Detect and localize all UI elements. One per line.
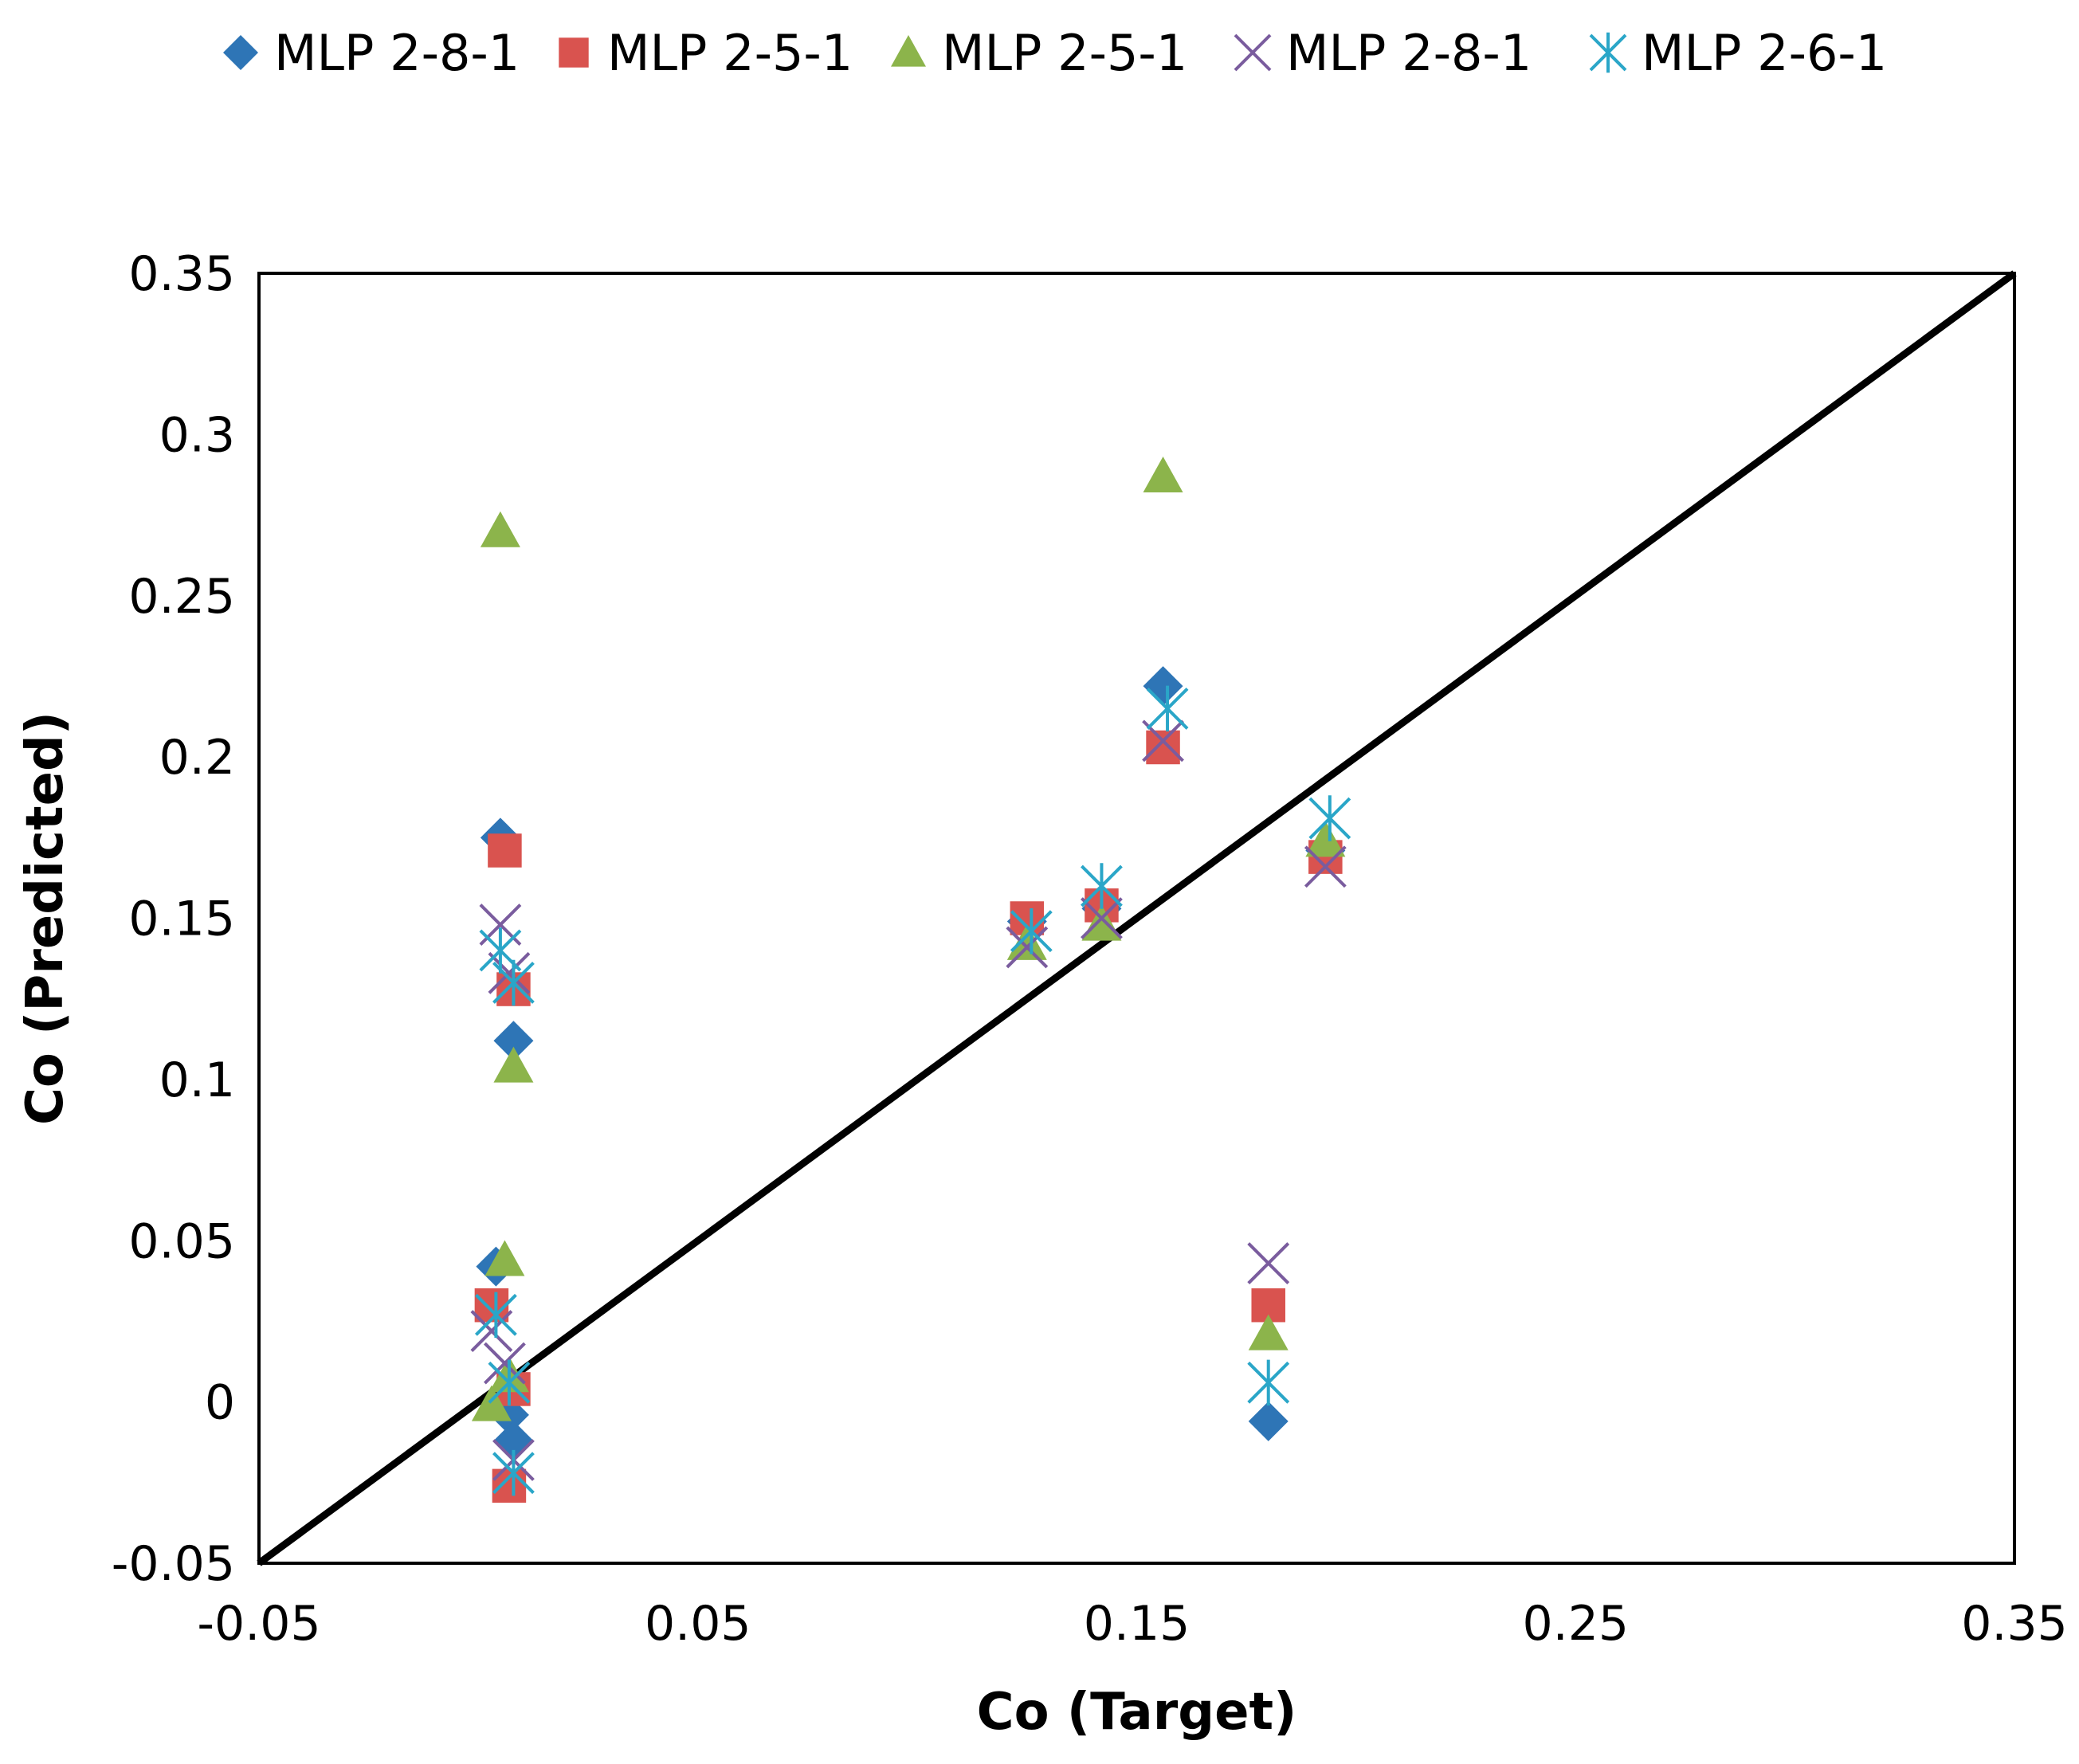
x-axis-title: Co (Target)	[977, 1683, 1297, 1742]
data-point-x	[470, 1310, 513, 1352]
data-point-star	[1010, 907, 1053, 955]
y-tick-label: 0.25	[128, 569, 235, 625]
data-point-star	[474, 1292, 517, 1339]
data-point-x	[484, 1342, 526, 1385]
y-tick-label: 0.05	[128, 1213, 235, 1269]
data-point-triangle	[480, 511, 520, 547]
data-point-star	[1247, 1359, 1290, 1406]
data-point-x	[1081, 897, 1123, 939]
series-2	[474, 730, 1343, 1503]
identity-reference-line	[257, 270, 2017, 1566]
data-point-star	[1146, 685, 1189, 732]
chart-legend: MLP 2-8-1 MLP 2-5-1 MLP 2-5-1 MLP 2-8-1 MLP …	[223, 24, 1887, 82]
data-point-star	[492, 1449, 535, 1496]
data-point-star	[492, 959, 535, 1006]
x-tick-label: -0.05	[197, 1596, 320, 1652]
data-point-diamond	[493, 1021, 534, 1061]
data-point-triangle	[1143, 456, 1183, 492]
y-tick-label: 0	[205, 1375, 235, 1431]
data-point-square	[474, 1288, 509, 1323]
legend-item: MLP 2-8-1	[223, 24, 520, 82]
data-point-triangle	[1081, 904, 1122, 941]
legend-star-icon	[1589, 32, 1627, 73]
y-axis-title: Co (Predicted)	[16, 711, 75, 1125]
y-tick-label: 0.1	[159, 1053, 235, 1108]
legend-item: MLP 2-5-1	[891, 24, 1187, 82]
data-point-triangle	[1248, 1314, 1289, 1350]
data-point-triangle	[471, 1385, 512, 1421]
data-point-star	[488, 1359, 531, 1406]
data-point-triangle	[484, 1240, 525, 1276]
data-point-square	[1146, 730, 1180, 765]
plot-area-frame	[257, 272, 2016, 1565]
series-5	[474, 685, 1351, 1496]
data-point-diamond	[1248, 1401, 1289, 1441]
axis-ticks: -0.05 0.05 0.15 0.25 0.35 -0.05 0 0.05 0.1 0.15 0.…	[112, 246, 2068, 1652]
legend-item: MLP 2-8-1	[1234, 24, 1532, 82]
legend-item: MLP 2-5-1	[559, 24, 853, 82]
data-points	[470, 456, 1351, 1503]
legend-triangle-icon	[891, 35, 926, 67]
y-tick-label: 0.15	[128, 892, 235, 947]
series-1	[476, 666, 1346, 1461]
data-point-square	[492, 1468, 527, 1503]
data-point-star	[1081, 863, 1123, 909]
legend-label: MLP 2-5-1	[942, 24, 1187, 82]
legend-item: MLP 2-6-1	[1589, 24, 1887, 82]
legend-square-icon	[559, 37, 589, 68]
data-point-square	[488, 833, 522, 868]
y-tick-label: 0.3	[159, 407, 235, 463]
y-tick-label: 0.2	[159, 730, 235, 786]
data-point-x	[1247, 1242, 1290, 1284]
x-tick-label: 0.25	[1522, 1596, 1629, 1652]
x-tick-label: 0.35	[1961, 1596, 2068, 1652]
legend-x-icon	[1234, 33, 1272, 72]
series-4	[470, 719, 1347, 1481]
data-point-x	[1304, 845, 1347, 888]
legend-label: MLP 2-5-1	[607, 24, 853, 82]
y-tick-label: 0.35	[128, 246, 235, 302]
legend-label: MLP 2-6-1	[1642, 24, 1887, 82]
data-point-triangle	[1305, 821, 1346, 857]
x-tick-label: 0.15	[1084, 1596, 1191, 1652]
x-tick-label: 0.05	[645, 1596, 751, 1652]
data-point-triangle	[493, 1046, 534, 1083]
legend-diamond-icon	[223, 35, 258, 70]
legend-label: MLP 2-8-1	[1286, 24, 1532, 82]
data-point-x	[488, 951, 531, 994]
series-3	[471, 456, 1346, 1421]
data-point-star	[1308, 795, 1351, 841]
legend-label: MLP 2-8-1	[274, 24, 520, 82]
data-point-x	[1006, 926, 1049, 969]
y-tick-label: -0.05	[112, 1536, 235, 1592]
data-point-triangle	[1006, 923, 1047, 960]
